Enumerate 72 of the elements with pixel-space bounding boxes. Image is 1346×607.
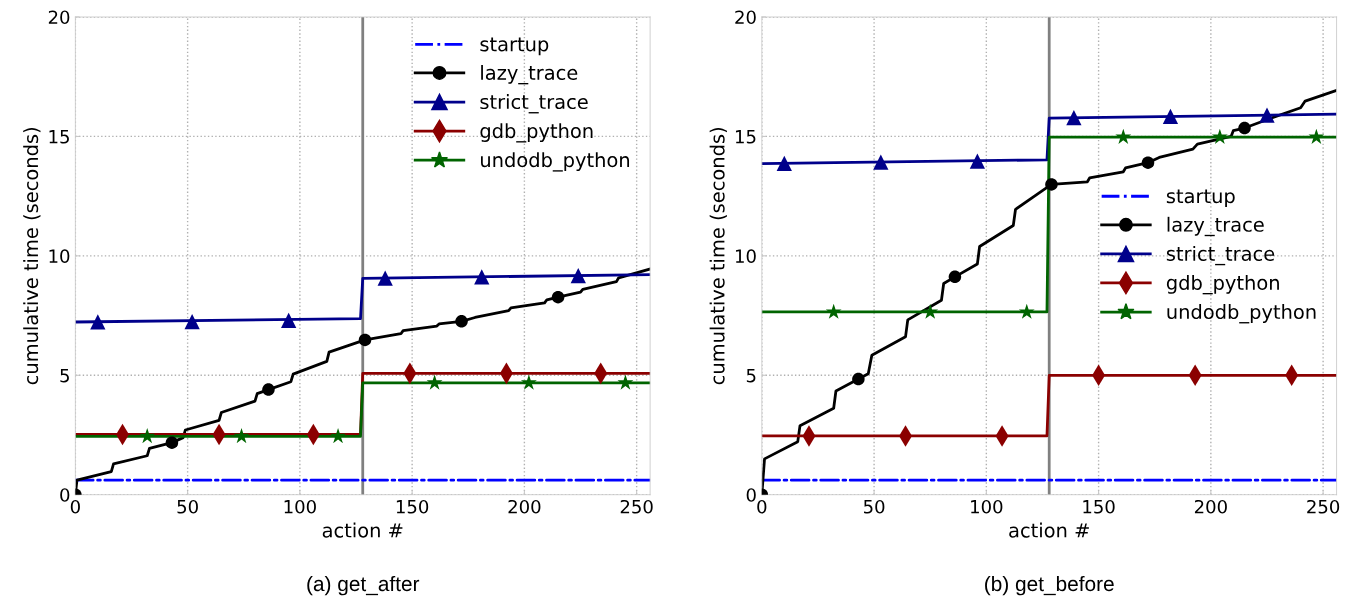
- point: [455, 315, 468, 328]
- point: [358, 333, 372, 347]
- legend-label: startup: [1166, 189, 1235, 208]
- point: [1115, 128, 1132, 144]
- point: [1045, 178, 1058, 191]
- y-tick-label: 0: [746, 488, 756, 502]
- text: (a) get_after: [307, 575, 420, 596]
- point: [1066, 109, 1082, 126]
- point: [617, 374, 634, 390]
- point: [1141, 156, 1155, 169]
- y-tick-label: 20: [735, 10, 756, 25]
- point: [922, 303, 939, 319]
- point: [1162, 108, 1179, 124]
- x-tick-label: 50: [864, 499, 885, 514]
- point: [139, 428, 156, 444]
- point: [233, 428, 250, 444]
- y-tick-label: 10: [735, 249, 756, 263]
- point: [873, 154, 889, 170]
- legend-label: lazy_trace: [1167, 216, 1264, 237]
- point: [426, 374, 443, 390]
- x-tick-label: 100: [971, 499, 1003, 514]
- y-tick-label: 10: [49, 249, 70, 263]
- legend-label: lazy_trace: [481, 64, 578, 85]
- legend-label: undodb_python: [481, 152, 630, 172]
- y-tick-label: 5: [746, 368, 756, 383]
- point: [262, 383, 275, 396]
- y-tick-label: 20: [48, 10, 70, 25]
- x-axis-title: action #: [322, 522, 403, 538]
- point: [825, 303, 842, 319]
- point: [165, 436, 179, 449]
- point: [1238, 121, 1251, 135]
- y-axis-title: cumulative time (seconds): [23, 128, 41, 385]
- x-axis-title: action #: [1009, 522, 1089, 538]
- point: [1211, 128, 1228, 144]
- y-tick-label: 15: [735, 130, 756, 144]
- y-tick-label: 5: [60, 368, 69, 383]
- point: [948, 270, 962, 284]
- text: (b) get_before: [985, 575, 1114, 596]
- point: [1018, 303, 1035, 319]
- legend-label: strict_trace: [1166, 245, 1275, 266]
- legend-label: undodb_python: [1167, 304, 1316, 324]
- point: [377, 270, 393, 286]
- point: [1308, 128, 1325, 144]
- y-tick-label: 15: [49, 130, 69, 144]
- point: [520, 374, 537, 390]
- y-tick-label: 0: [60, 488, 70, 502]
- point: [90, 314, 106, 330]
- point: [852, 372, 865, 386]
- x-tick-label: 250: [620, 499, 653, 514]
- point: [1259, 107, 1275, 123]
- point: [474, 269, 490, 285]
- x-tick-label: 150: [1083, 499, 1115, 514]
- point: [551, 290, 565, 304]
- legend-label: startup: [480, 37, 549, 56]
- legend-label: strict_trace: [480, 94, 588, 114]
- legend-label: gdb_python: [1166, 274, 1279, 295]
- x-tick-label: 0: [70, 499, 80, 514]
- legend-label: gdb_python: [480, 123, 593, 143]
- x-tick-label: 150: [396, 499, 429, 514]
- point: [184, 313, 200, 330]
- x-tick-label: 200: [508, 499, 541, 514]
- x-tick-label: 200: [1194, 499, 1227, 514]
- x-tick-label: 100: [284, 499, 316, 514]
- x-tick-label: 250: [1307, 499, 1340, 514]
- y-axis-title: cumulative time (seconds): [709, 128, 727, 385]
- point: [330, 428, 346, 444]
- x-tick-label: 50: [177, 499, 198, 514]
- point: [281, 312, 297, 328]
- x-tick-label: 0: [757, 499, 767, 514]
- point: [570, 268, 586, 284]
- point: [776, 155, 792, 172]
- point: [969, 153, 985, 169]
